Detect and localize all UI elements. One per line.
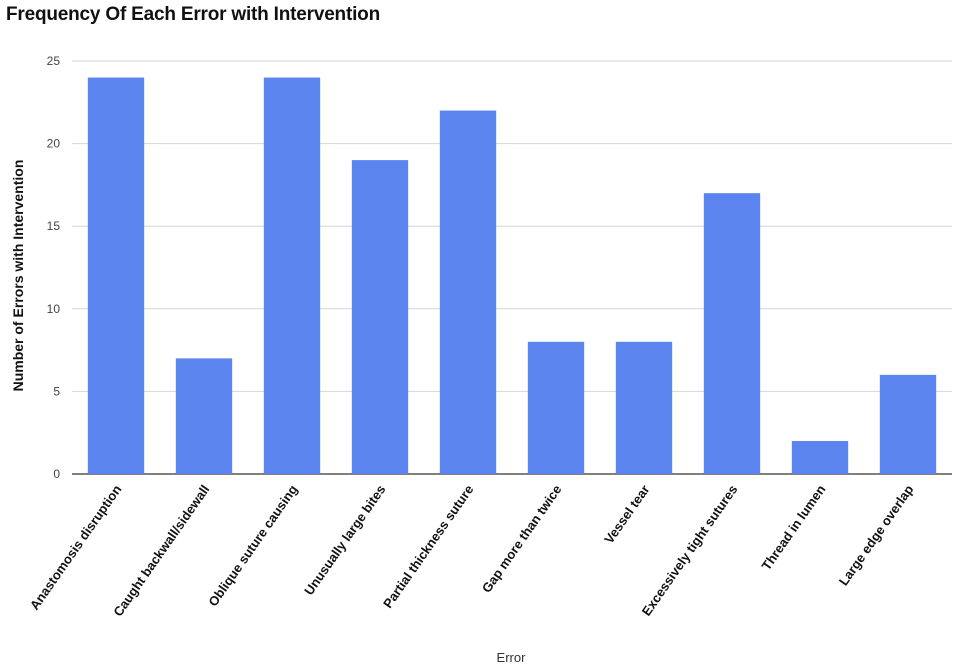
bar-thread-in-lumen <box>791 440 849 474</box>
bar-anastomosis-disruption <box>87 77 145 475</box>
bars <box>87 77 937 475</box>
y-tick-label: 15 <box>47 219 61 233</box>
bar-caught-backwall-sidewall <box>175 358 233 474</box>
x-tick-label: Large edge overlap <box>836 482 917 588</box>
bar-large-edge-overlap <box>879 374 937 474</box>
bar-partial-thickness-suture <box>439 110 497 474</box>
y-tick-label: 0 <box>53 467 60 481</box>
x-tick-label: Caught backwall/sidewall <box>110 482 212 619</box>
y-tick-label: 25 <box>47 54 61 68</box>
bar-oblique-suture-causing <box>263 77 321 475</box>
bar-unusually-large-bites <box>351 160 409 474</box>
x-tick-label: Gap more than twice <box>479 482 565 595</box>
y-axis-label: Number of Errors with Intervention <box>10 160 26 392</box>
x-tick-label: Thread in lumen <box>759 482 829 573</box>
bar-gap-more-than-twice <box>527 341 585 474</box>
y-tick-label: 20 <box>47 137 61 151</box>
x-axis-label: Error <box>497 650 527 665</box>
x-tick-label: Anastomosis disruption <box>27 482 125 613</box>
x-tick-label: Oblique suture causing <box>205 482 300 609</box>
y-axis-ticks: 0 5 10 15 20 25 <box>47 54 61 481</box>
y-tick-label: 10 <box>47 302 61 316</box>
bar-excessively-tight-sutures <box>703 193 761 474</box>
x-tick-label: Excessively tight sutures <box>639 482 741 618</box>
x-tick-label: Vessel tear <box>601 482 652 546</box>
bar-vessel-tear <box>615 341 673 474</box>
x-tick-label: Unusually large bites <box>301 482 388 598</box>
chart-title: Frequency Of Each Error with Interventio… <box>6 4 380 25</box>
x-tick-label: Partial thickness suture <box>380 482 476 611</box>
y-tick-label: 5 <box>53 384 60 398</box>
gridlines <box>72 60 952 475</box>
